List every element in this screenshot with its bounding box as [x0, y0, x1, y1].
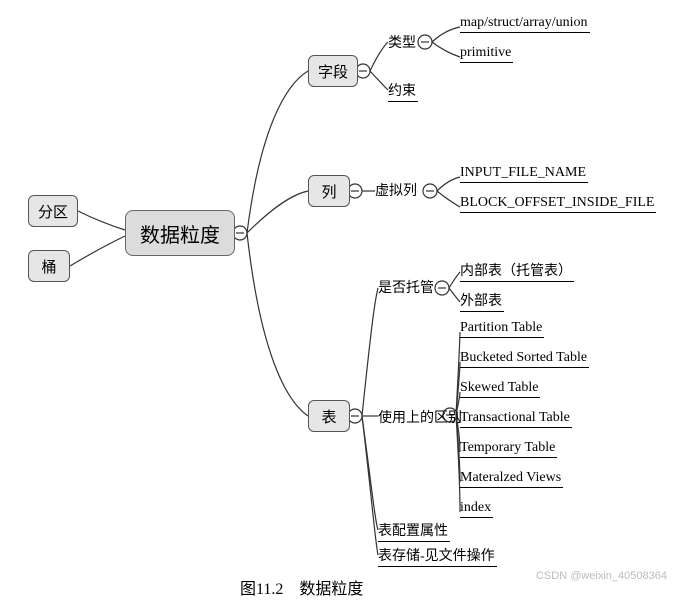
leaf-managed-ext: 外部表 [460, 290, 504, 312]
leaf-virt-block: BLOCK_OFFSET_INSIDE_FILE [460, 195, 656, 213]
group-managed: 是否托管 [378, 277, 434, 297]
leaf-usage-index: index [460, 500, 493, 518]
group-constraint: 约束 [388, 80, 418, 102]
diagram-canvas: 数据粒度 分区 桶 字段 列 表 类型 约束 虚拟列 是否托管 使用上的区别 表… [0, 0, 685, 610]
node-partition: 分区 [28, 195, 78, 227]
node-partition-label: 分区 [38, 201, 68, 222]
leaf-usage-skewed: Skewed Table [460, 380, 540, 398]
leaf-managed-int: 内部表（托管表） [460, 260, 574, 282]
root-label: 数据粒度 [140, 219, 220, 248]
leaf-usage-mview: Materalzed Views [460, 470, 563, 488]
leaf-usage-bucketed: Bucketed Sorted Table [460, 350, 589, 368]
node-table: 表 [308, 400, 350, 432]
node-column: 列 [308, 175, 350, 207]
edge-layer [0, 0, 685, 610]
leaf-usage-partition: Partition Table [460, 320, 544, 338]
watermark-text: CSDN @weixin_40508364 [536, 570, 667, 582]
node-bucket: 桶 [28, 250, 70, 282]
node-field: 字段 [308, 55, 358, 87]
node-bucket-label: 桶 [41, 256, 56, 277]
group-storage: 表存储-见文件操作 [378, 545, 497, 567]
leaf-usage-txn: Transactional Table [460, 410, 572, 428]
group-cfg: 表配置属性 [378, 520, 450, 542]
leaf-type-primitive: primitive [460, 45, 513, 63]
node-table-label: 表 [321, 406, 336, 427]
group-virtual: 虚拟列 [375, 180, 417, 200]
group-usage: 使用上的区别 [378, 407, 462, 427]
figure-caption: 图11.2 数据粒度 [240, 575, 363, 599]
leaf-type-map: map/struct/array/union [460, 15, 590, 33]
node-column-label: 列 [321, 181, 336, 202]
root-node: 数据粒度 [125, 210, 235, 256]
leaf-virt-input: INPUT_FILE_NAME [460, 165, 588, 183]
caption-prefix: 图11.2 [240, 581, 283, 598]
node-field-label: 字段 [318, 61, 348, 82]
group-type: 类型 [388, 32, 416, 52]
group-type-text: 类型 [388, 36, 416, 51]
leaf-usage-temp: Temporary Table [460, 440, 557, 458]
caption-title: 数据粒度 [299, 581, 363, 598]
